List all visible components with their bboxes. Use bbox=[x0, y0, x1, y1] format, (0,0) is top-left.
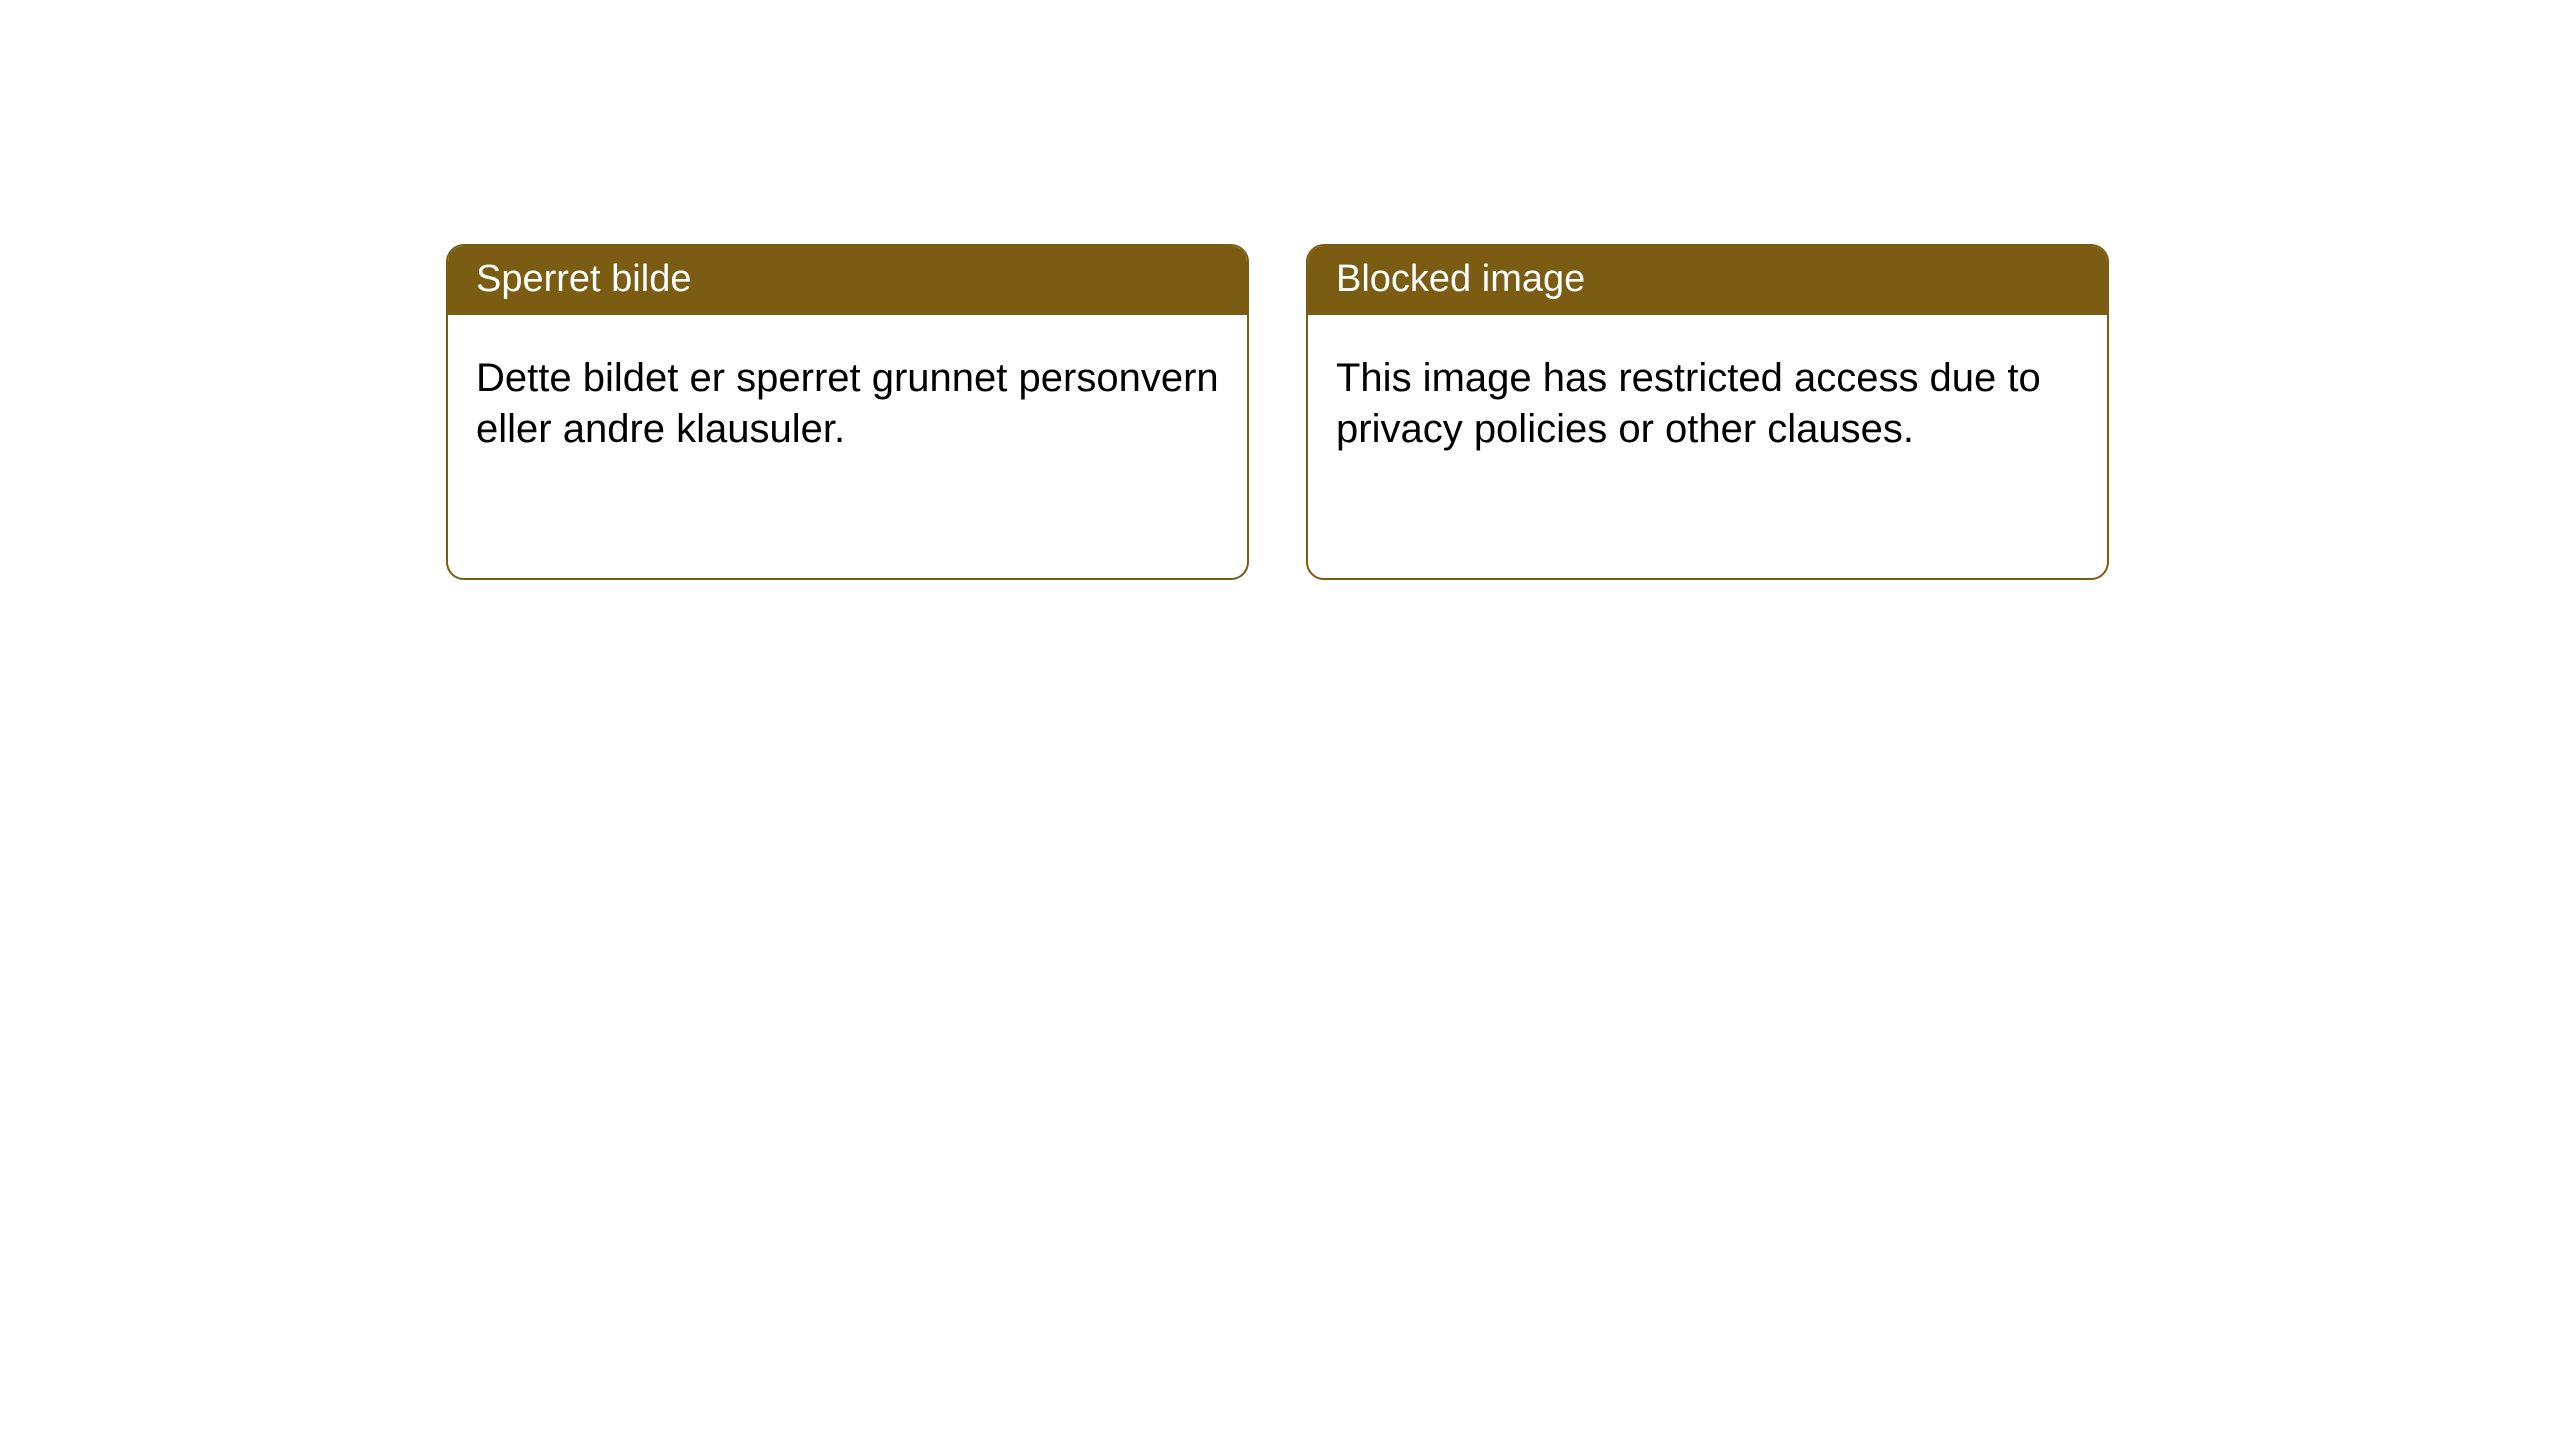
notice-title-no: Sperret bilde bbox=[448, 246, 1247, 315]
notice-card-no: Sperret bilde Dette bildet er sperret gr… bbox=[446, 244, 1249, 580]
notice-title-en: Blocked image bbox=[1308, 246, 2107, 315]
notice-body-no: Dette bildet er sperret grunnet personve… bbox=[448, 315, 1247, 483]
notice-container: Sperret bilde Dette bildet er sperret gr… bbox=[0, 0, 2560, 580]
notice-body-en: This image has restricted access due to … bbox=[1308, 315, 2107, 483]
notice-card-en: Blocked image This image has restricted … bbox=[1306, 244, 2109, 580]
